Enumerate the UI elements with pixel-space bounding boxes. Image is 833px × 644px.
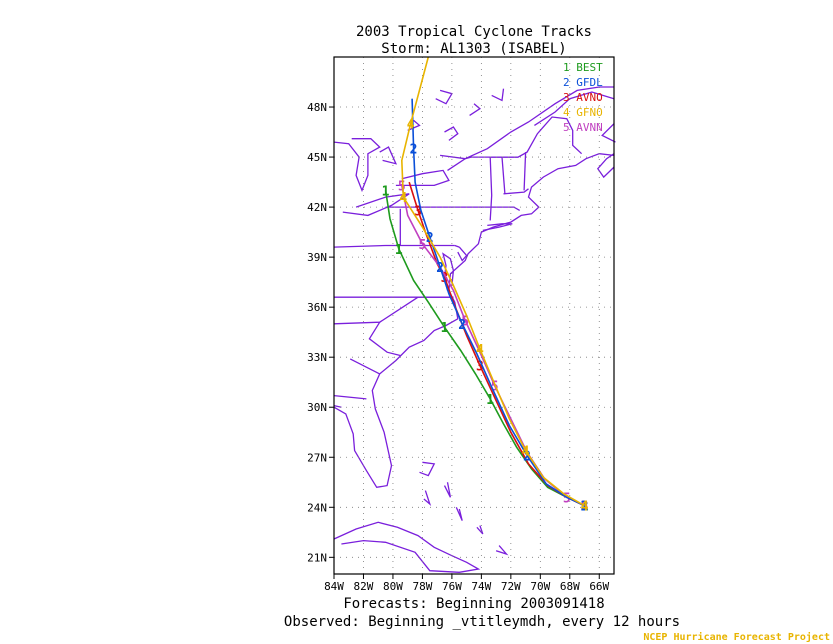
track-marker-gfdl: 2 [458,318,466,333]
lat-tick-label: 21N [307,551,327,564]
track-marker-gfno: 4 [399,191,407,206]
lat-tick-label: 30N [307,401,327,414]
track-marker-best: 1 [441,321,449,336]
track-marker-gfdl: 2 [523,450,531,465]
observed-caption: Observed: Beginning _vtitleymdh, every 1… [284,614,680,630]
track-marker-gfdl: 2 [581,500,589,515]
lat-lon-gridlines [333,57,614,574]
lon-tick-label: 72W [501,580,521,593]
track-marker-best: 1 [382,184,390,199]
legend-entry-best: 1 BEST [563,61,603,74]
track-marker-gfno: 4 [522,445,530,460]
track-best: 1 1 1 1 1 [382,184,589,514]
lat-tick-label: 42N [307,201,327,214]
lon-tick-label: 66W [589,580,609,593]
forecast-start-caption: Forecasts: Beginning 2003091418 [343,596,604,612]
lon-tick-label: 74W [471,580,491,593]
lon-tick-label: 68W [560,580,580,593]
lat-tick-label: 24N [307,501,327,514]
track-legend: 1 BEST 2 GFDL 3 AVNO 4 GFNO 5 AVNN [563,61,603,134]
track-marker-best: 1 [486,393,494,408]
lon-tick-label: 78W [412,580,432,593]
lat-tick-label: 33N [307,351,327,364]
credit-line: NCEP Hurricane Forecast Project [643,631,830,643]
track-marker-avnn: 5 [398,179,406,194]
axis-ticks: 84W 82W 80W 78W 76W 74W 72W 70W 68W 66W 21N 24N 27N 3… [307,101,609,593]
track-line-best [384,190,585,507]
legend-entry-gfno: 4 GFNO [563,106,603,119]
track-marker-avnn: 5 [581,500,589,515]
lat-tick-label: 27N [307,451,327,464]
track-marker-gfno: 4 [407,118,415,133]
legend-entry-avnn: 5 AVNN [563,121,603,134]
lon-tick-label: 76W [442,580,462,593]
lat-tick-label: 36N [307,301,327,314]
track-marker-avnn: 5 [563,491,571,506]
track-marker-avnn: 5 [419,238,427,253]
track-marker-gfno: 4 [581,500,589,515]
map-frame [333,56,615,575]
track-marker-best: 1 [581,500,589,515]
lon-tick-label: 82W [354,580,374,593]
track-marker-avnn: 5 [491,380,499,395]
track-marker-avnn: 5 [461,315,469,330]
lat-tick-label: 45N [307,151,327,164]
lon-tick-label: 80W [383,580,403,593]
track-gfno: 4 4 4 4 4 [399,56,589,515]
track-line-gfdl [411,98,585,507]
legend-entry-gfdl: 2 GFDL [563,76,603,89]
track-marker-avno: 3 [414,204,422,219]
track-marker-best: 1 [395,243,403,258]
track-marker-gfdl: 2 [410,143,418,158]
map-title-line1: 2003 Tropical Cyclone Tracks [356,24,592,40]
lon-tick-label: 84W [324,580,344,593]
track-marker-avno: 3 [476,360,484,375]
lat-tick-label: 48N [307,101,327,114]
track-line-gfno [400,56,585,507]
legend-entry-avno: 3 AVNO [563,91,603,104]
lat-tick-label: 39N [307,251,327,264]
track-marker-gfno: 4 [476,343,484,358]
lon-tick-label: 70W [530,580,550,593]
coastlines-and-borders [333,86,616,573]
track-marker-gfdl: 2 [436,261,444,276]
track-marker-avno: 3 [581,500,589,515]
map-title-line2: Storm: AL1303 (ISABEL) [381,41,566,57]
